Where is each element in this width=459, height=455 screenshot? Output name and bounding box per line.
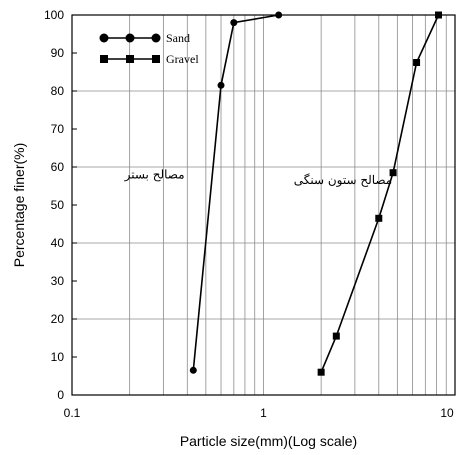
x-axis-title: Particle size(mm)(Log scale) [180,433,357,449]
series-line-sand [192,14,279,371]
y-axis-title: Percentage finer(%) [11,143,27,268]
legend-sand-marker [99,33,109,43]
grid-lines [72,15,455,395]
annotation-stone-column-material: مصالح ستون سنگی [294,173,393,187]
data-point-sand [217,81,225,89]
data-point-sand [230,19,238,27]
annotation-bed-material: مصالح بستر [124,167,185,181]
y-tick-label: 80 [51,84,65,98]
data-point-gravel [375,214,383,222]
data-point-sand [189,366,197,374]
legend: Sand Gravel [99,31,199,66]
y-tick-label: 90 [51,46,65,60]
y-tick-label: 30 [51,274,65,288]
data-point-gravel [332,332,340,340]
legend-sand-marker [151,33,161,43]
legend-gravel-marker [152,55,160,63]
legend-sand-marker [125,33,135,43]
y-tick-label: 50 [51,198,65,212]
axis-ticks: 0 10 20 30 40 50 60 70 80 90 100 0.1 1 10 [44,8,454,420]
legend-gravel-label: Gravel [166,52,199,66]
y-tick-label: 100 [44,8,64,22]
y-tick-label: 10 [51,350,65,364]
annotations: مصالح بستر مصالح ستون سنگی [124,167,393,187]
x-tick-label: 1 [260,406,267,420]
legend-gravel-marker [126,55,134,63]
series-line-gravel [320,14,440,373]
data-point-gravel [434,11,442,19]
y-tick-label: 0 [57,388,64,402]
y-tick-label: 20 [51,312,65,326]
legend-gravel-marker [100,55,108,63]
data-point-gravel [317,368,325,376]
legend-sand-label: Sand [166,31,190,45]
y-tick-label: 70 [51,122,65,136]
x-tick-label: 10 [440,406,454,420]
x-tick-label: 0.1 [64,406,81,420]
data-point-gravel [389,169,397,177]
data-point-sand [275,11,283,19]
y-tick-label: 40 [51,236,65,250]
series-lines [189,11,442,376]
y-tick-label: 60 [51,160,65,174]
data-point-gravel [413,59,421,66]
